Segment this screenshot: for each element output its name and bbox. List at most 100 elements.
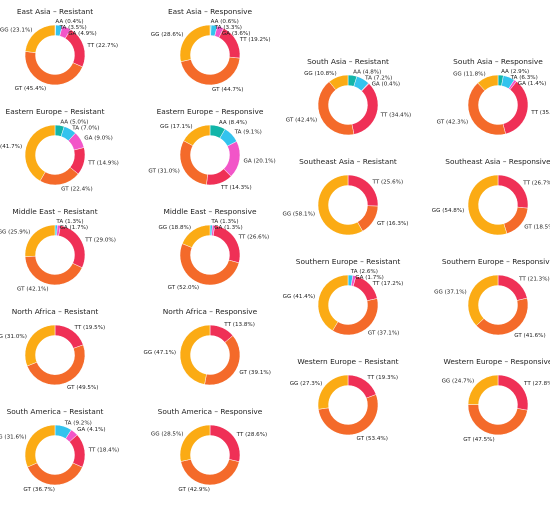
donut-slice-gg [328, 74, 349, 91]
slice-label: TT (26.7%) [522, 180, 550, 186]
slice-label: GA (0.4%) [372, 81, 401, 87]
slice-label: GG (47.1%) [144, 350, 177, 356]
slice-label: GT (52.0%) [168, 285, 199, 291]
slice-label: TA (3.5%) [59, 25, 87, 31]
donut-panel-southern-europe-responsive: Southern Europe – Responsive TT (21.3%) GT… [434, 257, 550, 339]
donut-slice-tt [209, 424, 241, 463]
slice-label: GT (22.4%) [61, 186, 92, 192]
slice-label: GG (54.8%) [432, 208, 465, 214]
donut-slice-gt [39, 166, 79, 186]
slice-label: TA (1.3%) [55, 219, 83, 225]
slice-label: GT (31.0%) [148, 169, 179, 175]
donut-panel-east-asia-responsive: East Asia – Responsive AA (0.6%)TA (3.3%)… [151, 7, 271, 93]
donut-slice-gt [27, 462, 83, 486]
donut-slice-gg [179, 324, 211, 385]
slice-label: GT (41.6%) [514, 333, 545, 339]
slice-label: GT (18.5%) [524, 225, 550, 231]
panel-title: Middle East – Resistant [12, 207, 97, 216]
panel-title: Southern Europe – Resistant [296, 257, 401, 266]
slice-label: TT (25.6%) [371, 179, 403, 185]
panel-title: Western Europe – Resistant [297, 357, 398, 366]
panel-title: Southern Europe – Responsive [442, 257, 550, 266]
slice-label: GT (44.7%) [212, 87, 243, 93]
donut-slice-gg [317, 174, 363, 236]
panel-title: East Asia – Resistant [17, 7, 93, 16]
slice-label: TT (35.3%) [530, 110, 550, 116]
slice-label: GT (16.3%) [377, 221, 408, 227]
donut-slice-gg [317, 374, 349, 410]
slice-label: GA (3.6%) [222, 31, 251, 37]
donut-panel-north-africa-resistant: North Africa – Resistant TT (19.5%) GT (49… [0, 307, 105, 391]
slice-label: GG (10.8%) [304, 71, 337, 77]
donut-slice-gg [183, 124, 211, 147]
donut-panel-western-europe-responsive: Western Europe – Responsive TT (27.8%) GT … [442, 357, 550, 443]
donut-panel-eastern-europe-responsive: Eastern Europe – Responsive AA (8.4%) TA (… [148, 107, 275, 191]
donut-panel-middle-east-resistant: Middle East – Resistant TA (1.3%)GA (1.7%… [0, 207, 116, 292]
donut-slice-gg [24, 224, 56, 257]
slice-label: AA (2.9%) [501, 69, 529, 75]
slice-label: GG (41.4%) [283, 294, 316, 300]
slice-label: GG (11.8%) [453, 71, 486, 77]
panel-title: Middle East – Responsive [163, 207, 256, 216]
donut-panel-north-africa-responsive: North Africa – Responsive TT (13.8%) GT (3… [144, 307, 271, 386]
slice-label: AA (5.0%) [60, 119, 88, 125]
donut-slice-gg [467, 374, 499, 405]
slice-label: TT (18.4%) [88, 448, 120, 454]
donut-slice-gt [467, 82, 506, 136]
slice-label: TT (17.2%) [372, 281, 404, 287]
slice-label: TT (22.7%) [86, 43, 118, 49]
slice-label: TA (2.6%) [350, 269, 378, 275]
slice-label: GT (53.4%) [356, 436, 387, 442]
donut-slice-gg [317, 274, 349, 332]
panel-title: Eastern Europe – Resistant [6, 107, 105, 116]
donut-slice-gt [332, 298, 379, 336]
slice-label: AA (0.6%) [211, 19, 239, 25]
slice-label: TA (7.0%) [71, 125, 99, 131]
donut-slice-gt [180, 56, 241, 86]
slice-label: GG (24.7%) [442, 379, 475, 385]
slice-label: GT (45.4%) [15, 86, 46, 92]
slice-label: GT (36.7%) [23, 487, 54, 493]
panel-title: South America – Responsive [158, 407, 263, 416]
donut-panel-south-america-resistant: South America – Resistant TA (9.2%)GA (4.… [0, 407, 119, 493]
donut-panel-south-asia-responsive: South Asia – Responsive AA (2.9%)TA (6.3%… [437, 57, 550, 136]
slice-label: TT (19.2%) [239, 37, 271, 43]
slice-label: TT (14.3%) [220, 185, 252, 191]
slice-label: GA (1.7%) [60, 225, 89, 231]
donut-panel-southeast-asia-resistant: Southeast Asia – Resistant TT (25.6%) GT (… [282, 157, 408, 236]
slice-label: GT (37.1%) [368, 331, 399, 337]
donut-slice-gt [180, 458, 240, 486]
slice-label: GA (1.7%) [355, 275, 384, 281]
slice-label: GA (4.1%) [77, 427, 106, 433]
slice-label: GT (49.5%) [67, 385, 98, 391]
slice-label: GG (27.3%) [290, 381, 323, 387]
donut-panel-western-europe-resistant: Western Europe – Resistant TT (19.3%) GT (… [290, 357, 399, 442]
donut-slice-tt [58, 225, 86, 269]
donut-slice-gg [477, 74, 499, 91]
slice-label: TT (13.8%) [223, 322, 255, 328]
slice-label: GG (41.7%) [0, 144, 22, 150]
donut-slice-gg [467, 174, 508, 236]
donut-slice-tt [502, 81, 529, 135]
slice-label: TA (1.3%) [210, 219, 238, 225]
slice-label: GA (1.4%) [518, 81, 547, 87]
panel-title: North Africa – Resistant [12, 307, 99, 316]
slice-label: GG (25.9%) [0, 230, 30, 236]
donut-panel-eastern-europe-resistant: Eastern Europe – Resistant AA (5.0%)TA (7… [0, 107, 119, 192]
slice-label: TT (14.9%) [87, 160, 119, 166]
slice-label: GG (58.1%) [282, 212, 315, 218]
donut-slice-tt [69, 434, 86, 468]
panel-title: East Asia – Responsive [168, 7, 253, 16]
donut-slice-gg [24, 124, 56, 182]
donut-slice-gt [475, 297, 529, 336]
donut-slice-gt [204, 335, 241, 386]
donut-panel-southeast-asia-responsive: Southeast Asia – Responsive TT (26.7%) GT … [432, 157, 550, 236]
donut-slice-gg [24, 324, 56, 367]
slice-label: GT (42.9%) [178, 487, 209, 493]
donut-panel-middle-east-responsive: Middle East – Responsive TA (1.3%)GA (1.3… [158, 207, 269, 291]
donut-panel-south-america-responsive: South America – Responsive TT (28.6%) GT (… [151, 407, 267, 493]
slice-label: TT (27.8%) [523, 381, 550, 387]
slice-label: TA (7.2%) [364, 75, 392, 81]
